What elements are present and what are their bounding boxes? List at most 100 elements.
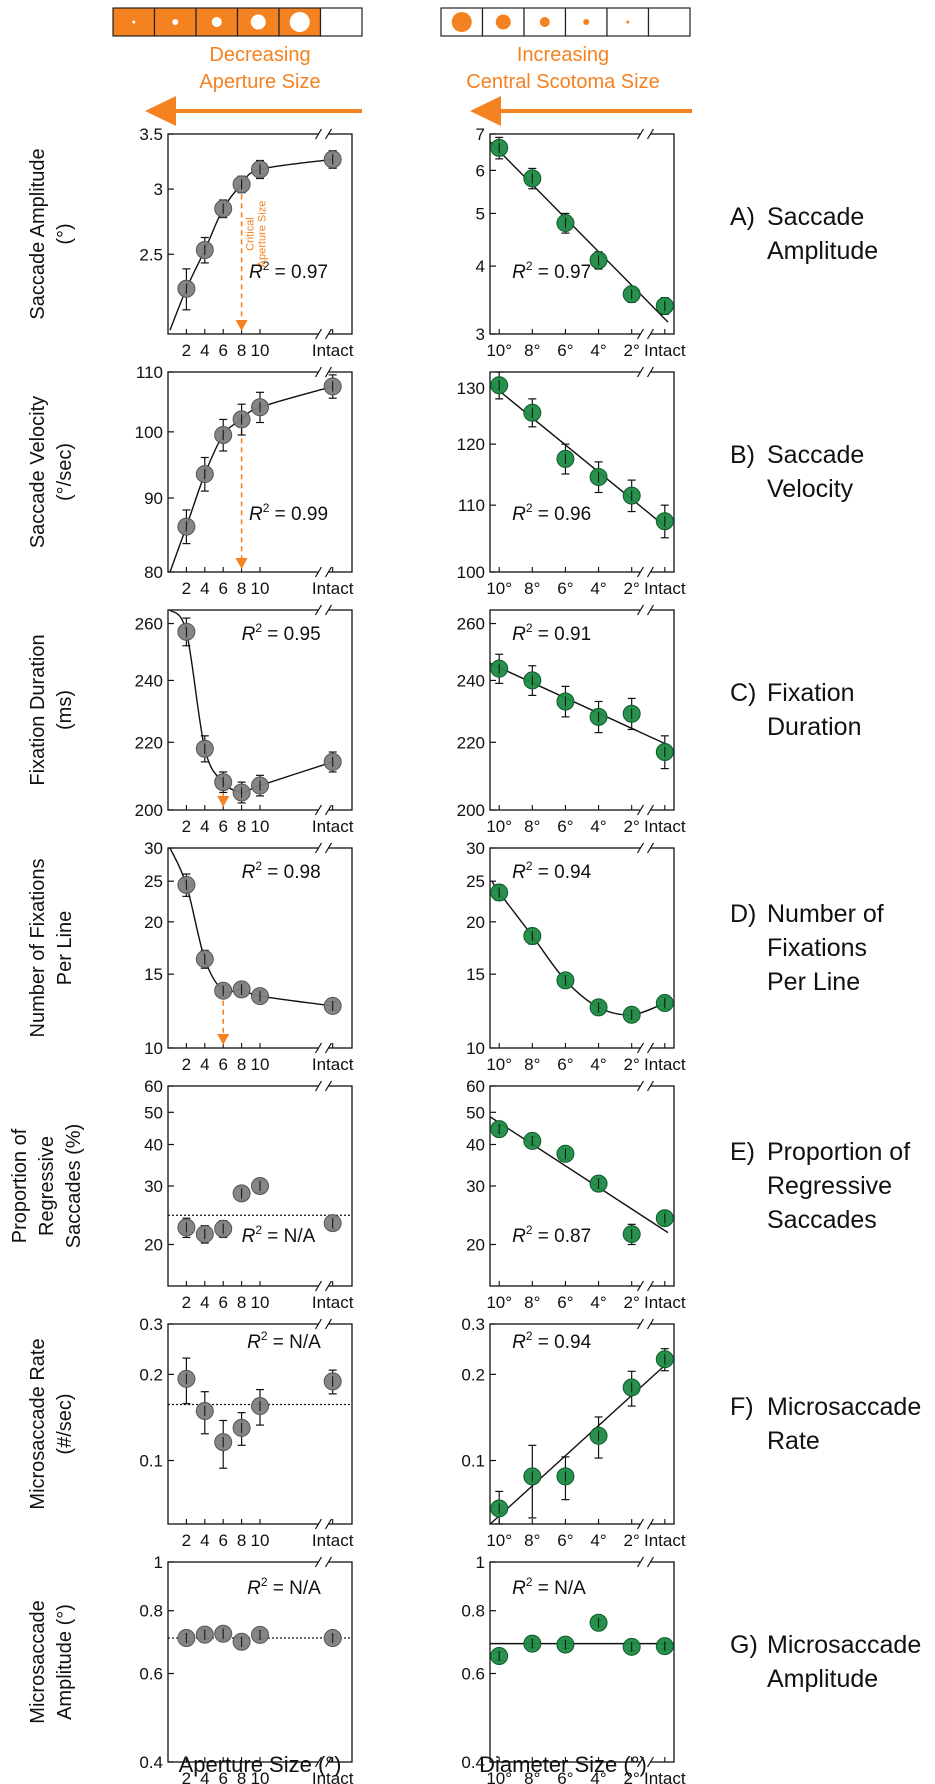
x-tick-label: 10° [486, 1531, 512, 1550]
y-tick-label: 0.3 [461, 1315, 485, 1334]
panel-row-g: Microsaccade Amplitude (°) G) MicrosaccadeA… [27, 1553, 921, 1784]
axis-break-mark [636, 1080, 644, 1092]
y-tick-label: 110 [136, 363, 163, 382]
y-tick-label: 220 [457, 733, 485, 752]
y-tick-label: 15 [466, 965, 485, 984]
axis-break-mark [324, 328, 332, 340]
axis-break-mark [646, 1080, 654, 1092]
x-tick-label: Intact [644, 1055, 686, 1074]
r-squared-value: = 0.91 [533, 624, 592, 645]
y-tick-label: 50 [144, 1103, 163, 1122]
x-tick-label: 6 [218, 341, 227, 360]
r-squared-exponent: 2 [261, 1575, 268, 1589]
r-squared-value: = 0.99 [269, 504, 328, 525]
plot-frame [489, 1561, 675, 1763]
y-axis-title: (°) [54, 223, 76, 244]
row-label-text: Regressive [767, 1172, 892, 1200]
r-squared-exponent: 2 [526, 621, 533, 635]
y-tick-label: 260 [457, 615, 485, 634]
aperture-dot-icon [289, 12, 310, 32]
row-label-text: Duration [767, 713, 862, 741]
scotoma-dot-icon [451, 12, 472, 32]
x-tick-label: 4° [590, 1531, 606, 1550]
axis-break-mark [314, 328, 322, 340]
r-squared-exponent: 2 [263, 501, 270, 515]
x-axis-title-right: Diameter Size (°) [479, 1752, 647, 1777]
critical-note-line1: Critical [245, 217, 257, 251]
axis-break-mark [636, 1756, 644, 1768]
row-label-text: Amplitude [767, 237, 878, 265]
y-tick-label: 20 [144, 913, 163, 932]
axis-break-mark [324, 1080, 332, 1092]
x-tick-label: 10 [251, 1293, 270, 1312]
y-tick-label: 30 [466, 839, 485, 858]
x-tick-label: 10 [251, 1769, 270, 1784]
aperture-dot-icon [250, 14, 266, 30]
row-label: E) Proportion of Regressive Saccades [730, 1138, 910, 1234]
axis-break-mark [324, 604, 332, 616]
axis-break-gap [318, 1282, 329, 1290]
left-header-line2: Aperture Size [199, 71, 320, 93]
y-tick-label: 1 [154, 1553, 163, 1572]
r-squared-label: R2 = 0.97 [249, 259, 328, 283]
r-squared-value: = 0.96 [533, 504, 592, 525]
axis-break-mark [646, 1556, 654, 1568]
y-tick-label: 50 [466, 1103, 485, 1122]
x-tick-label: 10° [486, 579, 512, 598]
plot-frame [489, 1085, 675, 1287]
axis-break-mark [314, 1518, 322, 1530]
x-tick-label: 2 [182, 1769, 191, 1784]
axis-break-mark [314, 1318, 322, 1330]
axis-break-mark [314, 842, 322, 854]
x-tick-label: 8° [524, 817, 540, 836]
axis-break-mark [646, 1756, 654, 1768]
y-axis-title: Amplitude (°) [54, 1604, 76, 1720]
aperture-size-legend-strip [112, 7, 363, 37]
y-axis-title: Saccades (%) [63, 1124, 85, 1249]
x-tick-label: 4° [590, 1769, 606, 1784]
axis-break-mark [324, 1756, 332, 1768]
x-tick-label: 4 [200, 1055, 209, 1074]
r-squared-exponent: 2 [526, 1575, 533, 1589]
r-squared-exponent: 2 [255, 1223, 262, 1237]
x-tick-label: 10 [251, 1531, 270, 1550]
axis-break-mark [314, 604, 322, 616]
x-tick-label: Intact [312, 817, 354, 836]
y-tick-label: 100 [457, 563, 485, 582]
y-tick-label: 100 [135, 423, 163, 442]
x-tick-label: Intact [644, 817, 686, 836]
axis-break-mark [636, 328, 644, 340]
y-axis-title: Proportion of [9, 1128, 31, 1243]
row-label-letter: C) [730, 679, 756, 707]
x-tick-label: 4 [200, 817, 209, 836]
r-squared-exponent: 2 [255, 621, 262, 635]
axis-break-mark [314, 804, 322, 816]
axis-break-gap [318, 1320, 329, 1328]
axis-break-mark [636, 804, 644, 816]
scotoma-panel-a: 3 4 5 6 7 10° 8° 6° 4° 2° Intact R2 = 0.97 [476, 125, 686, 360]
fit-line [489, 382, 669, 530]
row-label-text: Per Line [767, 968, 860, 996]
right-header-line2: Central Scotoma Size [466, 71, 659, 93]
scotoma-panel-f: 0.1 0.2 0.3 10° 8° 6° 4° 2° Intact R2 = 0.94 [461, 1315, 685, 1550]
r-squared-value: = 0.98 [262, 862, 321, 883]
r-squared-symbol: R [249, 504, 263, 525]
x-tick-label: 6° [557, 817, 573, 836]
row-label-text: Velocity [767, 475, 854, 503]
axis-break-gap [318, 1758, 329, 1766]
x-tick-label: Intact [644, 579, 686, 598]
x-tick-label: 8 [237, 1055, 246, 1074]
r-squared-value: = 0.94 [533, 862, 592, 883]
aperture-strip-cell [319, 7, 363, 37]
x-tick-label: 4° [590, 341, 606, 360]
x-tick-label: 8 [237, 1769, 246, 1784]
axis-break-gap [640, 1520, 651, 1528]
axis-break-gap [640, 1320, 651, 1328]
r-squared-value: = N/A [268, 1578, 322, 1599]
axis-break-mark [324, 366, 332, 378]
x-tick-label: Intact [312, 1055, 354, 1074]
y-axis-title: (ms) [54, 690, 76, 730]
